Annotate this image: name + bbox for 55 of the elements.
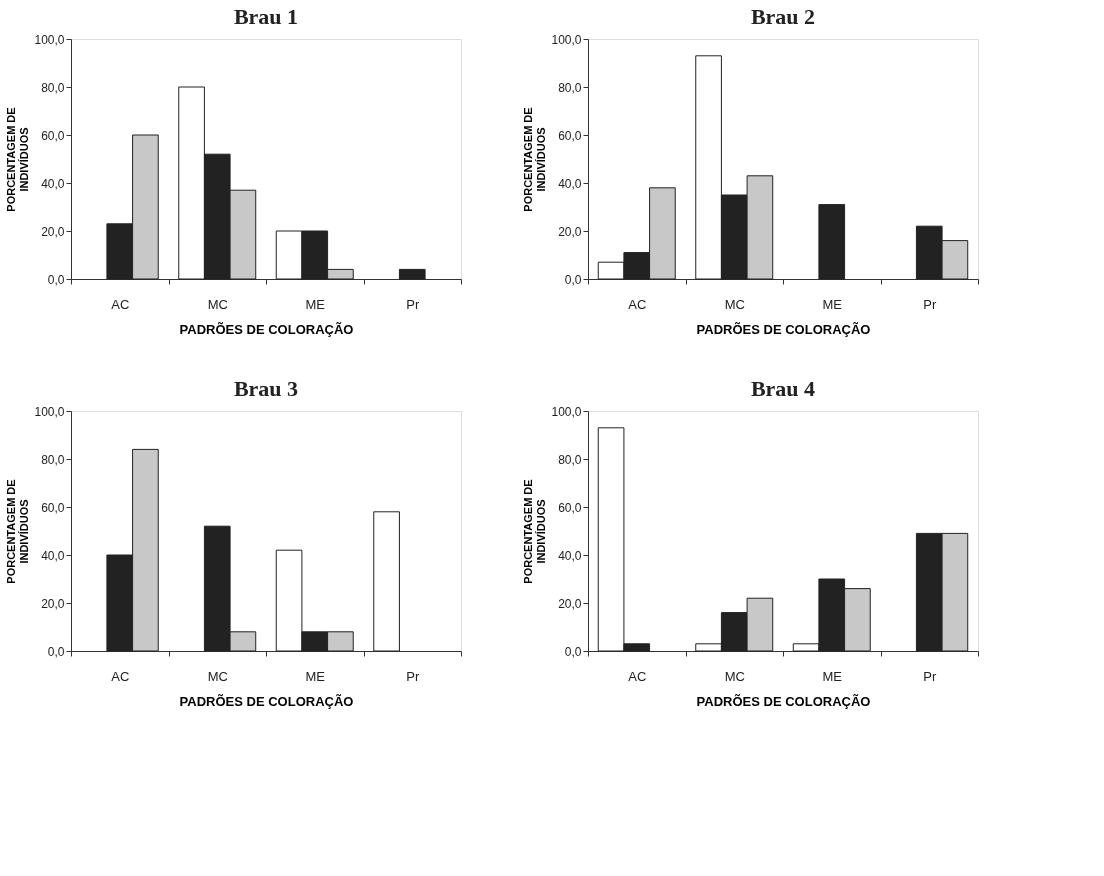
y-tick-label: 80,0: [41, 452, 65, 467]
y-tick-label: 60,0: [558, 128, 582, 143]
x-axis-title: PADRÕES DE COLORAÇÃO: [179, 693, 354, 709]
y-tick-label: 0,0: [47, 644, 65, 659]
y-tick-label: 20,0: [41, 224, 65, 239]
x-axis-title: PADRÕES DE COLORAÇÃO: [696, 321, 871, 337]
y-axis-title: PORCENTAGEM DE INDIVÍDUOS: [5, 107, 31, 212]
x-axis-title: PADRÕES DE COLORAÇÃO: [696, 693, 871, 709]
y-tick-label: 60,0: [41, 500, 65, 515]
y-tick-label: 100,0: [551, 404, 582, 419]
y-axis-title: PORCENTAGEM DE INDIVÍDUOS: [522, 479, 548, 584]
y-tick-label: 0,0: [564, 272, 582, 287]
y-tick-label: 20,0: [41, 596, 65, 611]
x-tick-label: MC: [207, 668, 228, 684]
x-tick-label: Pr: [406, 296, 420, 312]
x-tick-label: ME: [305, 296, 326, 312]
y-tick-label: 40,0: [41, 176, 65, 191]
bar: [373, 511, 400, 652]
chart-title: Brau 1: [233, 4, 299, 29]
x-tick-label: ME: [822, 296, 843, 312]
y-tick-label: 100,0: [551, 32, 582, 47]
y-tick-label: 60,0: [558, 500, 582, 515]
x-tick-label: Pr: [406, 668, 420, 684]
x-tick-label: AC: [111, 296, 130, 312]
chart-title: Brau 4: [750, 376, 816, 401]
chart-title: Brau 2: [750, 4, 816, 29]
y-tick-label: 60,0: [41, 128, 65, 143]
y-tick-label: 40,0: [41, 548, 65, 563]
x-tick-label: MC: [724, 296, 745, 312]
y-tick-label: 40,0: [558, 176, 582, 191]
y-tick-label: 20,0: [558, 224, 582, 239]
y-tick-label: 100,0: [34, 32, 65, 47]
y-tick-label: 80,0: [558, 80, 582, 95]
x-tick-label: Pr: [923, 668, 937, 684]
bar: [818, 204, 846, 280]
x-axis-title: PADRÕES DE COLORAÇÃO: [179, 321, 354, 337]
y-axis-title: PORCENTAGEM DE INDIVÍDUOS: [5, 479, 31, 584]
x-tick-label: Pr: [923, 296, 937, 312]
y-tick-label: 80,0: [558, 452, 582, 467]
x-tick-label: AC: [111, 668, 130, 684]
y-tick-label: 80,0: [41, 80, 65, 95]
x-tick-label: ME: [822, 668, 843, 684]
chart-title: Brau 3: [233, 376, 299, 401]
x-tick-label: AC: [628, 296, 647, 312]
y-tick-label: 100,0: [34, 404, 65, 419]
y-axis-title: PORCENTAGEM DE INDIVÍDUOS: [522, 107, 548, 212]
x-tick-label: ME: [305, 668, 326, 684]
y-tick-label: 0,0: [564, 644, 582, 659]
x-tick-label: MC: [724, 668, 745, 684]
x-tick-label: AC: [628, 668, 647, 684]
y-tick-label: 20,0: [558, 596, 582, 611]
x-tick-label: MC: [207, 296, 228, 312]
bar: [398, 268, 426, 280]
y-tick-label: 40,0: [558, 548, 582, 563]
y-tick-label: 0,0: [47, 272, 65, 287]
